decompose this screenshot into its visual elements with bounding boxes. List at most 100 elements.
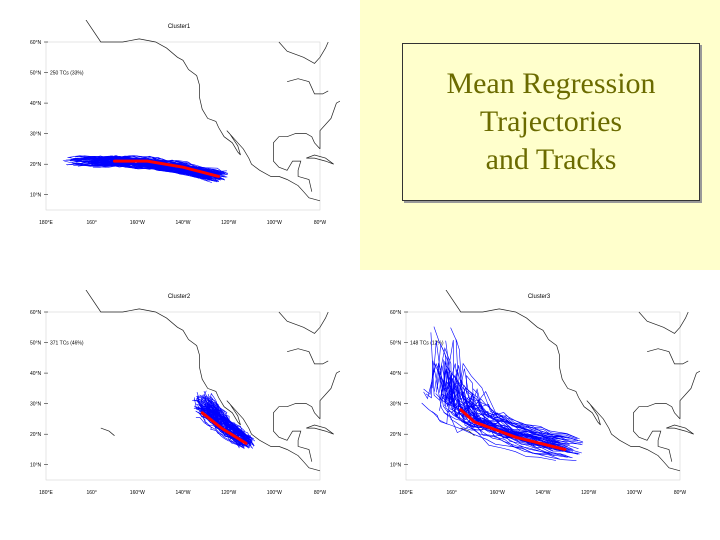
cluster-title: Cluster1	[168, 24, 191, 30]
lat-label: 20°N	[30, 432, 42, 438]
lon-label: 160°	[86, 490, 96, 496]
lon-label: 100°W	[627, 490, 642, 496]
lon-label: 160°	[446, 490, 456, 496]
coastline	[666, 424, 694, 435]
tc-tracks	[421, 326, 584, 461]
lat-label: 30°N	[30, 132, 42, 138]
tc-track	[195, 417, 240, 449]
lon-label: 180°E	[39, 220, 53, 226]
mean-regression-trajectory	[113, 159, 221, 178]
tc-track	[207, 407, 253, 444]
tc-track	[92, 162, 209, 180]
coastline	[633, 403, 681, 462]
lat-label: 40°N	[390, 371, 402, 377]
tc-track	[443, 359, 565, 446]
coastline	[273, 133, 321, 192]
tc-track	[196, 396, 240, 439]
map-frame	[405, 311, 681, 481]
tc-track	[211, 393, 253, 443]
lat-label: 50°N	[30, 71, 42, 77]
tc-tracks	[192, 390, 256, 449]
coastline	[679, 370, 700, 419]
lat-label: 10°N	[30, 463, 42, 469]
lon-label: 120°W	[581, 490, 596, 496]
cluster-title: Cluster2	[168, 294, 191, 300]
map-frame	[45, 41, 321, 211]
title-line-1: Mean Regression	[446, 67, 656, 100]
coastline	[319, 370, 340, 419]
tc-track	[438, 370, 554, 452]
tc-track	[445, 340, 578, 440]
mean-regression-trajectory	[200, 411, 248, 445]
coastline	[85, 20, 321, 202]
lon-label: 160°	[86, 220, 96, 226]
cluster-title: Cluster3	[528, 294, 551, 300]
coastline	[287, 348, 329, 365]
lon-label: 180°E	[399, 490, 413, 496]
tc-track	[445, 384, 564, 452]
lon-label: 140°W	[175, 490, 190, 496]
coastline	[287, 78, 329, 95]
lon-label: 160°W	[490, 490, 505, 496]
coastline	[100, 427, 115, 436]
coastline	[647, 348, 689, 365]
lon-label: 100°W	[267, 220, 282, 226]
lat-label: 30°N	[30, 402, 42, 408]
lon-label: 140°W	[175, 220, 190, 226]
map-frame	[45, 311, 321, 481]
tc-track	[205, 402, 251, 444]
cluster-count-label: 371 TCs (46%)	[50, 341, 84, 347]
title-line-2: Trajectories	[479, 105, 623, 138]
coastline	[319, 100, 340, 149]
lat-label: 10°N	[30, 193, 42, 199]
coastline	[638, 311, 689, 334]
lon-label: 160°W	[130, 220, 145, 226]
coastline	[306, 424, 334, 435]
lon-label: 120°W	[221, 490, 236, 496]
tc-track	[462, 403, 577, 461]
cluster1-map: Cluster1 60°N 50°N 40°N 30°N 20°N 10°N 180°E 160…	[30, 20, 340, 226]
lon-label: 140°W	[535, 490, 550, 496]
cluster2-map: Cluster2 60°N 50°N 40°N 30°N 20°N 10°N 180°E 160…	[30, 290, 340, 496]
lat-label: 40°N	[30, 371, 42, 377]
lat-label: 10°N	[390, 463, 402, 469]
lon-label: 180°E	[39, 490, 53, 496]
lat-label: 60°N	[390, 310, 402, 316]
mean-regression-trajectory	[459, 408, 567, 451]
lat-label: 60°N	[30, 310, 42, 316]
tc-track	[117, 155, 224, 174]
lon-label: 120°W	[221, 220, 236, 226]
tc-track	[455, 339, 583, 443]
coastline	[445, 290, 681, 472]
lat-label: 20°N	[390, 432, 402, 438]
lat-label: 40°N	[30, 101, 42, 107]
tc-track	[431, 410, 557, 461]
lat-label: 30°N	[390, 402, 402, 408]
tc-track	[421, 402, 550, 454]
lat-label: 50°N	[30, 341, 42, 347]
lon-label: 80°W	[314, 490, 327, 496]
title-line-3: and Tracks	[485, 143, 617, 176]
cluster-count-label: 250 TCs (33%)	[50, 71, 84, 77]
coastline	[273, 403, 321, 462]
slide-title: Mean Regression Trajectories and Tracks	[402, 43, 700, 201]
map-panel-1: Cluster1 60°N 50°N 40°N 30°N 20°N 10°N 180°E 160…	[18, 20, 340, 240]
tc-track	[89, 162, 223, 180]
tc-track	[442, 368, 566, 448]
tc-track	[195, 410, 241, 446]
cluster3-map: Cluster3 60°N 50°N 40°N 30°N 20°N 10°N 180°E 160…	[390, 290, 700, 496]
tc-track	[450, 327, 580, 440]
tc-track	[91, 163, 217, 182]
lat-label: 50°N	[390, 341, 402, 347]
tc-track	[209, 401, 255, 446]
map-panel-3: Cluster3 60°N 50°N 40°N 30°N 20°N 10°N 180°E 160…	[378, 290, 700, 512]
tc-track	[423, 362, 556, 446]
tc-track	[473, 404, 582, 445]
coastline	[278, 311, 329, 334]
coastline	[306, 154, 334, 165]
coastline	[85, 290, 321, 472]
lon-label: 160°W	[130, 490, 145, 496]
lat-label: 60°N	[30, 40, 42, 46]
tc-track	[210, 396, 253, 441]
tc-track	[433, 326, 567, 440]
